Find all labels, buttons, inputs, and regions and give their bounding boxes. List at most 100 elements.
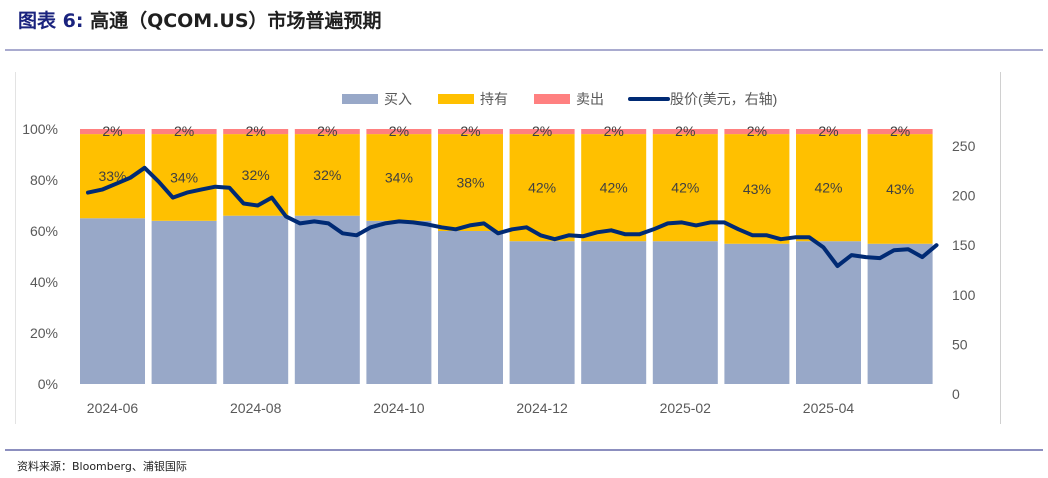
bar-hold — [438, 134, 503, 231]
sell-label: 2% — [317, 123, 337, 139]
legend-item: 股价(美元，右轴) — [628, 91, 777, 107]
left-axis-tick: 80% — [30, 172, 58, 188]
bar-sell — [652, 129, 718, 135]
bar-buy — [366, 220, 432, 384]
bar-sell — [724, 129, 790, 135]
hold-label: 43% — [743, 181, 771, 197]
bar-sell — [223, 129, 289, 135]
bar-stack — [223, 129, 289, 384]
sell-label: 2% — [890, 123, 910, 139]
x-axis: 2024-06 2024-08 2024-10 2024-12 2025-02 2025-… — [87, 400, 855, 416]
bar-stack — [509, 129, 575, 384]
bar-stack — [867, 129, 933, 384]
hold-label: 42% — [528, 180, 556, 196]
sell-label: 2% — [604, 123, 624, 139]
left-axis-tick: 60% — [30, 223, 58, 239]
x-axis-tick: 2024-12 — [516, 400, 568, 416]
x-axis-tick: 2024-10 — [373, 400, 425, 416]
bar-buy — [438, 231, 503, 384]
hold-label: 42% — [814, 180, 842, 196]
bar-buy — [724, 243, 790, 384]
right-axis-tick: 50 — [952, 336, 968, 352]
bar-buy — [80, 218, 145, 384]
x-axis-tick: 2025-02 — [660, 400, 712, 416]
bar-buy — [509, 241, 575, 384]
legend: 买入 持有 卖出 股价(美元，右轴) — [342, 91, 777, 107]
bar-buy — [294, 215, 360, 384]
bar-sell — [867, 129, 933, 135]
right-axis-tick: 150 — [952, 237, 976, 253]
right-axis: 0 50 100 150 200 250 — [952, 138, 976, 402]
bar-sell — [80, 129, 145, 135]
left-axis-tick: 100% — [22, 121, 58, 137]
hold-label: 42% — [600, 180, 628, 196]
sell-label: 2% — [818, 123, 838, 139]
hold-label: 42% — [671, 180, 699, 196]
bar-stack — [294, 129, 360, 384]
bar-sell — [294, 129, 360, 135]
sell-label: 2% — [174, 123, 194, 139]
bar-stack — [366, 129, 432, 384]
bar-sell — [796, 129, 861, 135]
bar-buy — [151, 220, 217, 384]
hold-label: 32% — [313, 167, 341, 183]
top-divider — [5, 49, 1043, 51]
legend-swatch — [534, 94, 570, 104]
right-axis-tick: 0 — [952, 386, 960, 402]
sell-label: 2% — [747, 123, 767, 139]
left-axis: 0% 20% 40% 60% 80% 100% — [22, 121, 58, 392]
bars-layer — [80, 129, 933, 384]
bar-sell — [581, 129, 647, 135]
bar-hold — [796, 134, 861, 242]
bar-buy — [652, 241, 718, 384]
bar-stack — [151, 129, 217, 384]
legend-item: 卖出 — [534, 91, 604, 107]
bar-hold — [581, 134, 647, 242]
bar-buy — [581, 241, 647, 384]
legend-label: 买入 — [384, 91, 412, 107]
hold-label: 34% — [385, 169, 413, 185]
bar-stack — [652, 129, 718, 384]
data-labels-layer: 33%2%34%2%32%2%32%2%34%2%38%2%42%2%42%2%… — [98, 123, 914, 197]
bar-sell — [151, 129, 217, 135]
bar-hold — [294, 134, 360, 216]
figure-title: 高通（QCOM.US）市场普遍预期 — [90, 10, 382, 32]
bar-stack — [724, 129, 790, 384]
source-note: 资料来源：Bloomberg、浦银国际 — [17, 460, 187, 473]
bar-buy — [867, 243, 933, 384]
left-axis-tick: 20% — [30, 325, 58, 341]
bar-stack — [581, 129, 647, 384]
bar-hold — [724, 134, 790, 244]
x-axis-tick: 2024-08 — [230, 400, 282, 416]
x-axis-tick: 2024-06 — [87, 400, 139, 416]
legend-swatch — [342, 94, 378, 104]
hold-label: 38% — [456, 175, 484, 191]
bar-sell — [509, 129, 575, 135]
bar-hold — [509, 134, 575, 242]
sell-label: 2% — [102, 123, 122, 139]
legend-item: 买入 — [342, 91, 412, 107]
right-axis-tick: 200 — [952, 188, 976, 204]
hold-label: 43% — [886, 181, 914, 197]
left-axis-tick: 0% — [38, 376, 58, 392]
right-axis-tick: 100 — [952, 287, 976, 303]
bar-hold — [366, 134, 432, 221]
bar-sell — [366, 129, 432, 135]
bottom-divider — [5, 449, 1043, 451]
sell-label: 2% — [460, 123, 480, 139]
chart-frame — [15, 72, 1001, 424]
price-line-layer — [86, 165, 939, 268]
bar-buy — [796, 241, 861, 384]
bar-sell — [438, 129, 503, 135]
figure-label: 图表 6: — [18, 10, 84, 32]
sell-label: 2% — [389, 123, 409, 139]
hold-label: 32% — [242, 167, 270, 183]
sell-label: 2% — [532, 123, 552, 139]
bar-hold — [151, 134, 217, 221]
sell-label: 2% — [246, 123, 266, 139]
legend-item: 持有 — [438, 91, 508, 107]
price-line — [86, 165, 939, 268]
legend-label: 卖出 — [576, 91, 604, 107]
right-axis-tick: 250 — [952, 138, 976, 154]
